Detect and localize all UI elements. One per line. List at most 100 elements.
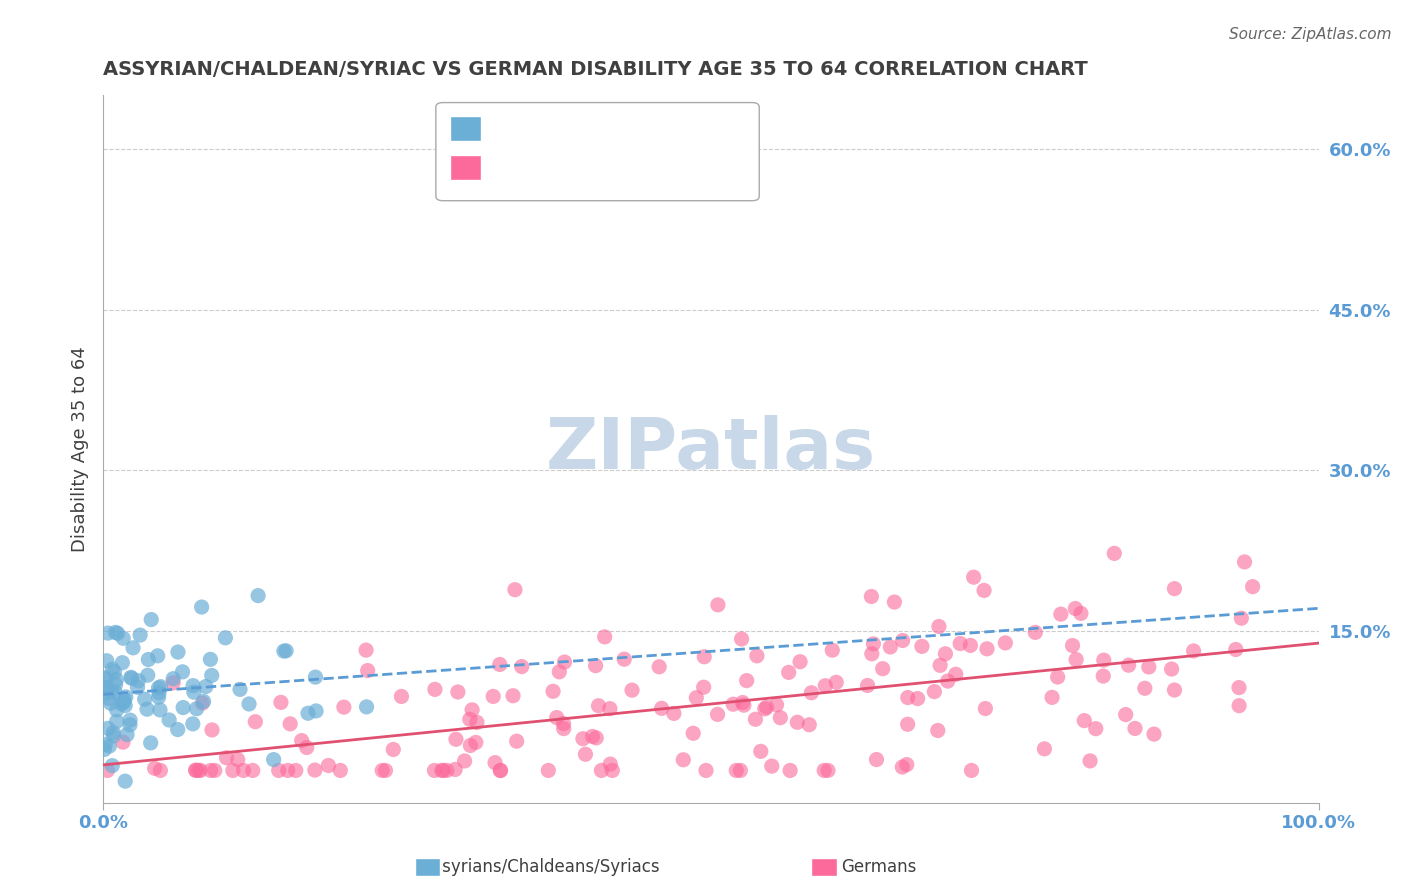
Point bbox=[860, 590, 883, 604]
Point bbox=[191, 696, 214, 710]
Point bbox=[541, 684, 564, 698]
Point bbox=[1092, 653, 1115, 667]
Text: 0.400: 0.400 bbox=[520, 159, 576, 177]
Point bbox=[111, 735, 134, 749]
Point bbox=[112, 692, 135, 706]
Point bbox=[1233, 555, 1256, 569]
Point bbox=[693, 649, 716, 664]
Point bbox=[799, 717, 821, 731]
Point bbox=[482, 690, 505, 704]
Point bbox=[148, 681, 170, 695]
Point bbox=[862, 637, 884, 651]
Point bbox=[277, 764, 299, 778]
Point bbox=[447, 685, 470, 699]
Point bbox=[1050, 607, 1073, 621]
Point bbox=[800, 686, 823, 700]
Point bbox=[974, 701, 997, 715]
Point bbox=[232, 764, 254, 778]
Point bbox=[172, 665, 194, 679]
Point bbox=[98, 739, 121, 753]
Point bbox=[1163, 683, 1185, 698]
Point bbox=[1084, 722, 1107, 736]
Point bbox=[432, 764, 454, 778]
Point bbox=[200, 764, 222, 778]
Point bbox=[111, 656, 134, 670]
Point bbox=[1073, 714, 1095, 728]
Point bbox=[238, 697, 260, 711]
Point bbox=[97, 626, 120, 640]
Point bbox=[1104, 546, 1126, 560]
Point bbox=[461, 703, 484, 717]
Point bbox=[278, 716, 301, 731]
Point bbox=[149, 680, 172, 694]
Point bbox=[114, 690, 136, 704]
Point bbox=[936, 674, 959, 689]
Point bbox=[1163, 582, 1185, 596]
Point bbox=[120, 713, 142, 727]
Point bbox=[1118, 658, 1140, 673]
Point bbox=[546, 710, 568, 724]
Point bbox=[194, 680, 217, 694]
Point bbox=[97, 722, 120, 736]
Point bbox=[127, 673, 149, 688]
Point bbox=[891, 633, 914, 648]
Point bbox=[962, 570, 984, 584]
Point bbox=[662, 706, 685, 721]
Point bbox=[949, 636, 972, 650]
Point bbox=[721, 697, 744, 711]
Point bbox=[104, 685, 127, 699]
Point bbox=[464, 735, 486, 749]
Point bbox=[141, 613, 163, 627]
Point bbox=[761, 759, 783, 773]
Point bbox=[122, 640, 145, 655]
Point bbox=[329, 764, 352, 778]
Point bbox=[304, 670, 326, 684]
Point bbox=[291, 733, 314, 747]
Point bbox=[94, 685, 117, 699]
Point bbox=[93, 742, 115, 756]
Point bbox=[201, 668, 224, 682]
Point bbox=[682, 726, 704, 740]
Point bbox=[1070, 607, 1092, 621]
Point bbox=[755, 700, 778, 714]
Point bbox=[581, 730, 603, 744]
Text: ZIPatlas: ZIPatlas bbox=[546, 415, 876, 483]
Point bbox=[1078, 754, 1101, 768]
Point bbox=[103, 729, 125, 743]
Text: 177: 177 bbox=[620, 159, 658, 177]
Point bbox=[104, 625, 127, 640]
Point bbox=[879, 640, 901, 654]
Point bbox=[214, 631, 236, 645]
Point bbox=[105, 714, 128, 729]
Point bbox=[1143, 727, 1166, 741]
Point bbox=[100, 684, 122, 698]
Point bbox=[856, 678, 879, 692]
Point bbox=[778, 665, 800, 680]
Point bbox=[994, 636, 1017, 650]
Text: Germans: Germans bbox=[841, 858, 917, 876]
Text: 0.034: 0.034 bbox=[520, 120, 576, 137]
Point bbox=[621, 683, 644, 698]
Point bbox=[735, 673, 758, 688]
Point bbox=[100, 696, 122, 710]
Point bbox=[959, 639, 981, 653]
Text: Source: ZipAtlas.com: Source: ZipAtlas.com bbox=[1229, 27, 1392, 42]
Point bbox=[391, 690, 413, 704]
Point bbox=[503, 582, 526, 597]
Point bbox=[1160, 662, 1182, 676]
Point bbox=[928, 619, 950, 633]
Point bbox=[1033, 742, 1056, 756]
Point bbox=[357, 664, 380, 678]
Point bbox=[304, 763, 326, 777]
Point bbox=[1133, 681, 1156, 696]
Point bbox=[423, 764, 446, 778]
Point bbox=[593, 630, 616, 644]
Point bbox=[907, 691, 929, 706]
Point bbox=[602, 764, 624, 778]
Point bbox=[382, 742, 405, 756]
Point bbox=[744, 712, 766, 726]
Point bbox=[505, 734, 527, 748]
Point bbox=[865, 753, 887, 767]
Point bbox=[114, 774, 136, 789]
Point bbox=[136, 668, 159, 682]
